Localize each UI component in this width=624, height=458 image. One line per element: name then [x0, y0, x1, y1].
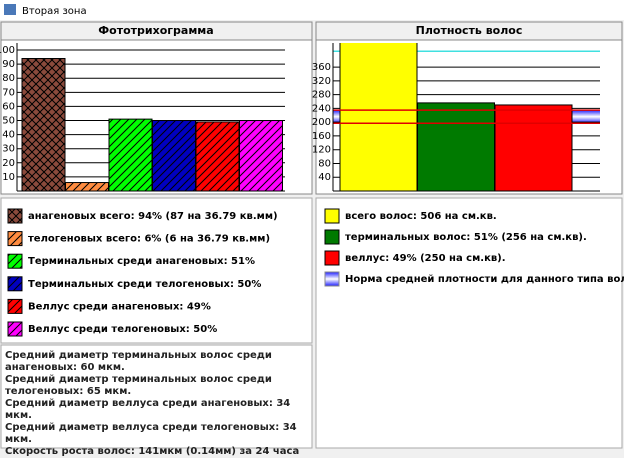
bar — [339, 43, 418, 191]
note-line: Средний диаметр терминальных волос среди… — [5, 350, 272, 373]
y-tick-label: 20 — [2, 158, 15, 169]
chart-title: Фототрихограмма — [98, 24, 213, 37]
legend-swatch — [324, 229, 340, 245]
y-tick-label: 80 — [2, 73, 15, 84]
note-line: Средний диаметр веллуса среди телогеновы… — [5, 422, 297, 445]
right-legend — [315, 197, 623, 449]
legend-label: Терминальных среди анагеновых: 51% — [28, 256, 255, 267]
y-tick-label: 200 — [312, 117, 331, 128]
legend-swatch — [7, 321, 23, 337]
title-bar — [0, 0, 624, 20]
legend-label: Норма средней плотности для данного типа… — [345, 274, 624, 285]
note-line: Скорость роста волос: 141мкм (0.14мм) за… — [5, 446, 300, 457]
y-tick-label: 60 — [2, 101, 15, 112]
y-tick-label: 50 — [2, 116, 15, 127]
legend-swatch — [7, 276, 23, 292]
legend-swatch — [324, 271, 340, 287]
y-tick-label: 120 — [312, 145, 331, 156]
left-header — [0, 21, 313, 41]
legend-swatch — [7, 253, 23, 269]
legend-label: Веллус среди анагеновых: 49% — [28, 301, 211, 312]
y-tick-label: 160 — [312, 131, 331, 142]
y-tick-label: 40 — [2, 130, 15, 141]
y-tick-label: 240 — [312, 103, 331, 114]
bar — [494, 104, 573, 191]
legend-swatch — [324, 250, 340, 266]
legend-label: анагеновых всего: 94% (87 на 36.79 кв.мм… — [28, 211, 278, 222]
bar — [195, 121, 240, 192]
window-icon — [4, 4, 16, 15]
y-tick-label: 360 — [312, 62, 331, 73]
y-tick-label: 280 — [312, 90, 331, 101]
y-tick-label: 70 — [2, 87, 15, 98]
bar — [417, 102, 495, 191]
right-header — [315, 21, 623, 41]
left-legend — [0, 197, 313, 344]
bar — [152, 120, 196, 192]
chart-title: Плотность волос — [416, 24, 523, 37]
legend-label: всего волос: 506 на см.кв. — [345, 211, 497, 222]
y-tick-label: 320 — [312, 76, 331, 87]
legend-label: терминальных волос: 51% (256 на см.кв). — [345, 232, 587, 243]
legend-label: телогеновых всего: 6% (6 на 36.79 кв.мм) — [28, 234, 270, 245]
y-tick-label: 80 — [318, 158, 331, 169]
plot — [17, 49, 285, 192]
notes-panel — [0, 344, 313, 449]
bar — [65, 182, 109, 192]
note-line: Средний диаметр терминальных волос среди… — [5, 374, 272, 397]
y-tick-label: 100 — [0, 45, 15, 56]
legend-label: веллус: 49% (250 на см.кв). — [345, 253, 506, 264]
y-tick-label: 90 — [2, 59, 15, 70]
legend-label: Веллус среди телогеновых: 50% — [28, 324, 217, 335]
notes: Средний диаметр терминальных волос среди… — [5, 350, 310, 458]
note-line: Средний диаметр веллуса среди анагеновых… — [5, 398, 291, 421]
y-tick-label: 10 — [2, 172, 15, 183]
legend-swatch — [7, 298, 23, 314]
bar — [239, 120, 283, 192]
y-tick-label: 30 — [2, 144, 15, 155]
legend-swatch — [7, 231, 23, 247]
legend-label: Терминальных среди телогеновых: 50% — [28, 279, 261, 290]
bar — [108, 118, 153, 192]
plot — [333, 43, 600, 191]
bar — [21, 58, 66, 192]
window-title: Вторая зона — [22, 6, 87, 17]
legend-swatch — [324, 208, 340, 224]
legend-swatch — [7, 208, 23, 224]
y-tick-label: 40 — [318, 172, 331, 183]
